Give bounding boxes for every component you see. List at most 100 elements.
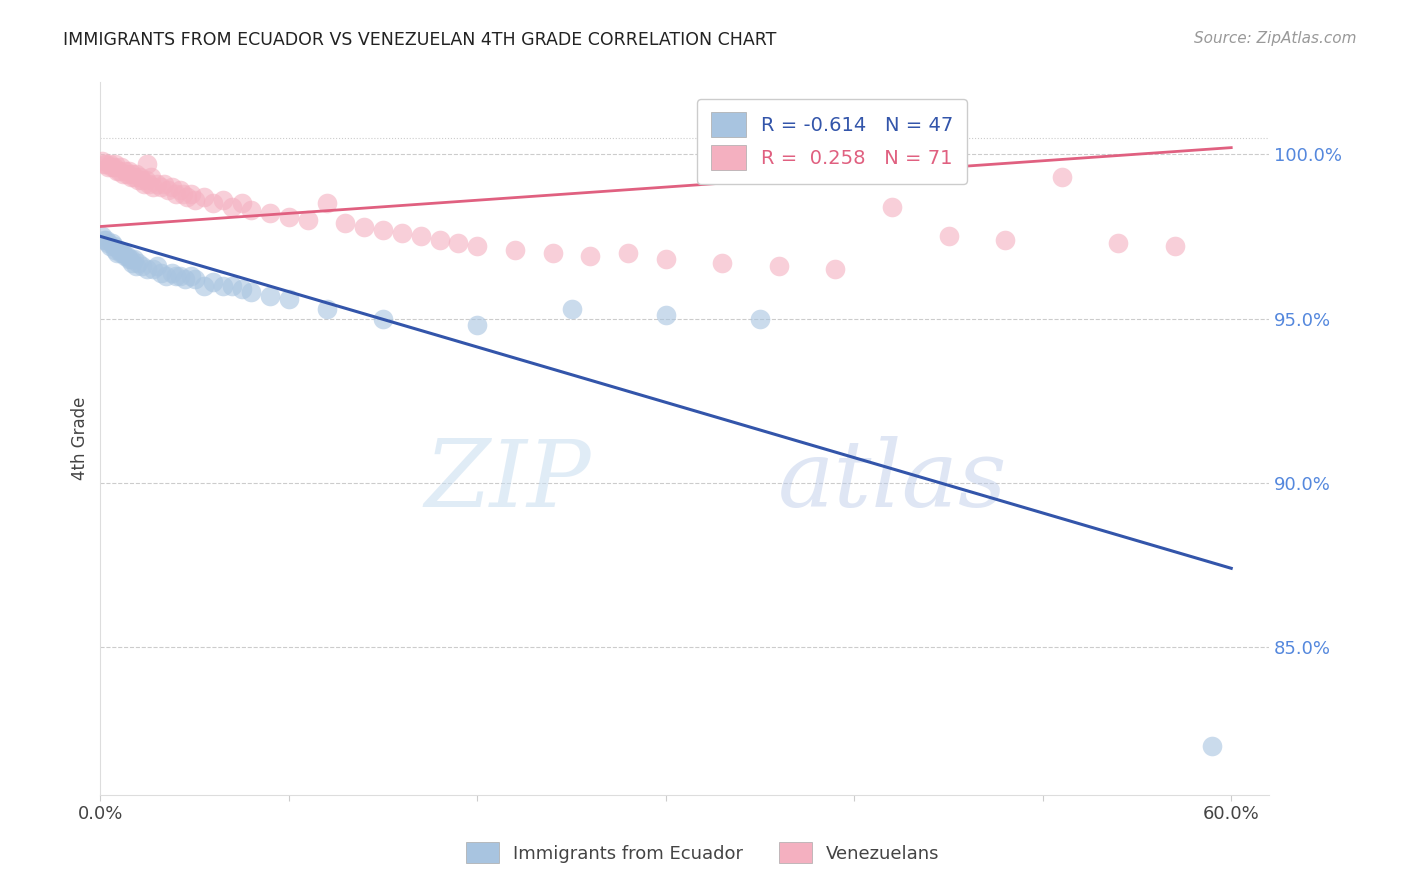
Point — [117, 252, 139, 267]
Point — [121, 255, 143, 269]
Point — [221, 278, 243, 293]
Point — [169, 183, 191, 197]
Point — [160, 266, 183, 280]
Text: IMMIGRANTS FROM ECUADOR VS VENEZUELAN 4TH GRADE CORRELATION CHART: IMMIGRANTS FROM ECUADOR VS VENEZUELAN 4T… — [63, 31, 776, 49]
Point — [138, 177, 160, 191]
Point — [169, 268, 191, 283]
Point — [655, 308, 678, 322]
Point — [153, 177, 176, 191]
Point — [259, 288, 281, 302]
Point — [183, 193, 205, 207]
Point — [768, 259, 790, 273]
Point — [91, 229, 114, 244]
Point — [105, 163, 128, 178]
Point — [277, 292, 299, 306]
Point — [146, 259, 169, 273]
Point — [105, 245, 128, 260]
Point — [115, 167, 138, 181]
Y-axis label: 4th Grade: 4th Grade — [72, 397, 89, 480]
Legend: R = -0.614   N = 47, R =  0.258   N = 71: R = -0.614 N = 47, R = 0.258 N = 71 — [697, 99, 967, 184]
Legend: Immigrants from Ecuador, Venezuelans: Immigrants from Ecuador, Venezuelans — [457, 833, 949, 872]
Point — [103, 161, 125, 175]
Point — [174, 272, 197, 286]
Point — [297, 213, 319, 227]
Point — [447, 235, 470, 250]
Point — [429, 233, 451, 247]
Point — [465, 239, 488, 253]
Point — [114, 249, 136, 263]
Point — [212, 193, 235, 207]
Point — [142, 180, 165, 194]
Point — [176, 190, 198, 204]
Point — [98, 157, 121, 171]
Point — [165, 186, 187, 201]
Point — [193, 278, 215, 293]
Point — [315, 301, 337, 316]
Point — [94, 233, 117, 247]
Point — [98, 239, 121, 253]
Point — [994, 233, 1017, 247]
Text: Source: ZipAtlas.com: Source: ZipAtlas.com — [1194, 31, 1357, 46]
Point — [371, 311, 394, 326]
Point — [93, 157, 115, 171]
Point — [1107, 235, 1129, 250]
Point — [93, 233, 115, 247]
Point — [97, 235, 120, 250]
Point — [120, 170, 142, 185]
Point — [1201, 739, 1223, 753]
Point — [371, 223, 394, 237]
Point — [240, 285, 263, 300]
Point — [391, 226, 413, 240]
Point — [136, 157, 159, 171]
Point — [141, 170, 163, 185]
Point — [146, 177, 169, 191]
Point — [503, 243, 526, 257]
Point — [136, 262, 159, 277]
Point — [655, 252, 678, 267]
Point — [579, 249, 602, 263]
Point — [541, 245, 564, 260]
Point — [353, 219, 375, 234]
Point — [617, 245, 640, 260]
Point — [561, 301, 583, 316]
Point — [1163, 239, 1185, 253]
Point — [108, 243, 131, 257]
Point — [100, 161, 122, 175]
Point — [124, 170, 146, 185]
Point — [212, 278, 235, 293]
Point — [121, 167, 143, 181]
Point — [104, 243, 127, 257]
Point — [165, 268, 187, 283]
Point — [114, 163, 136, 178]
Point — [127, 255, 149, 269]
Point — [131, 259, 153, 273]
Point — [115, 249, 138, 263]
Point — [149, 266, 172, 280]
Point — [131, 173, 153, 187]
Point — [111, 167, 134, 181]
Point — [202, 196, 225, 211]
Text: atlas: atlas — [778, 436, 1008, 526]
Point — [938, 229, 960, 244]
Point — [749, 311, 772, 326]
Point — [155, 268, 177, 283]
Point — [465, 318, 488, 332]
Point — [157, 183, 180, 197]
Point — [125, 259, 148, 273]
Point — [120, 252, 142, 267]
Point — [409, 229, 432, 244]
Text: ZIP: ZIP — [425, 436, 591, 526]
Point — [91, 153, 114, 168]
Point — [315, 196, 337, 211]
Point — [129, 170, 152, 185]
Point — [202, 276, 225, 290]
Point — [180, 268, 202, 283]
Point — [193, 190, 215, 204]
Point — [824, 262, 846, 277]
Point — [142, 262, 165, 277]
Point — [160, 180, 183, 194]
Point — [172, 186, 194, 201]
Point — [124, 252, 146, 267]
Point — [231, 282, 253, 296]
Point — [132, 177, 155, 191]
